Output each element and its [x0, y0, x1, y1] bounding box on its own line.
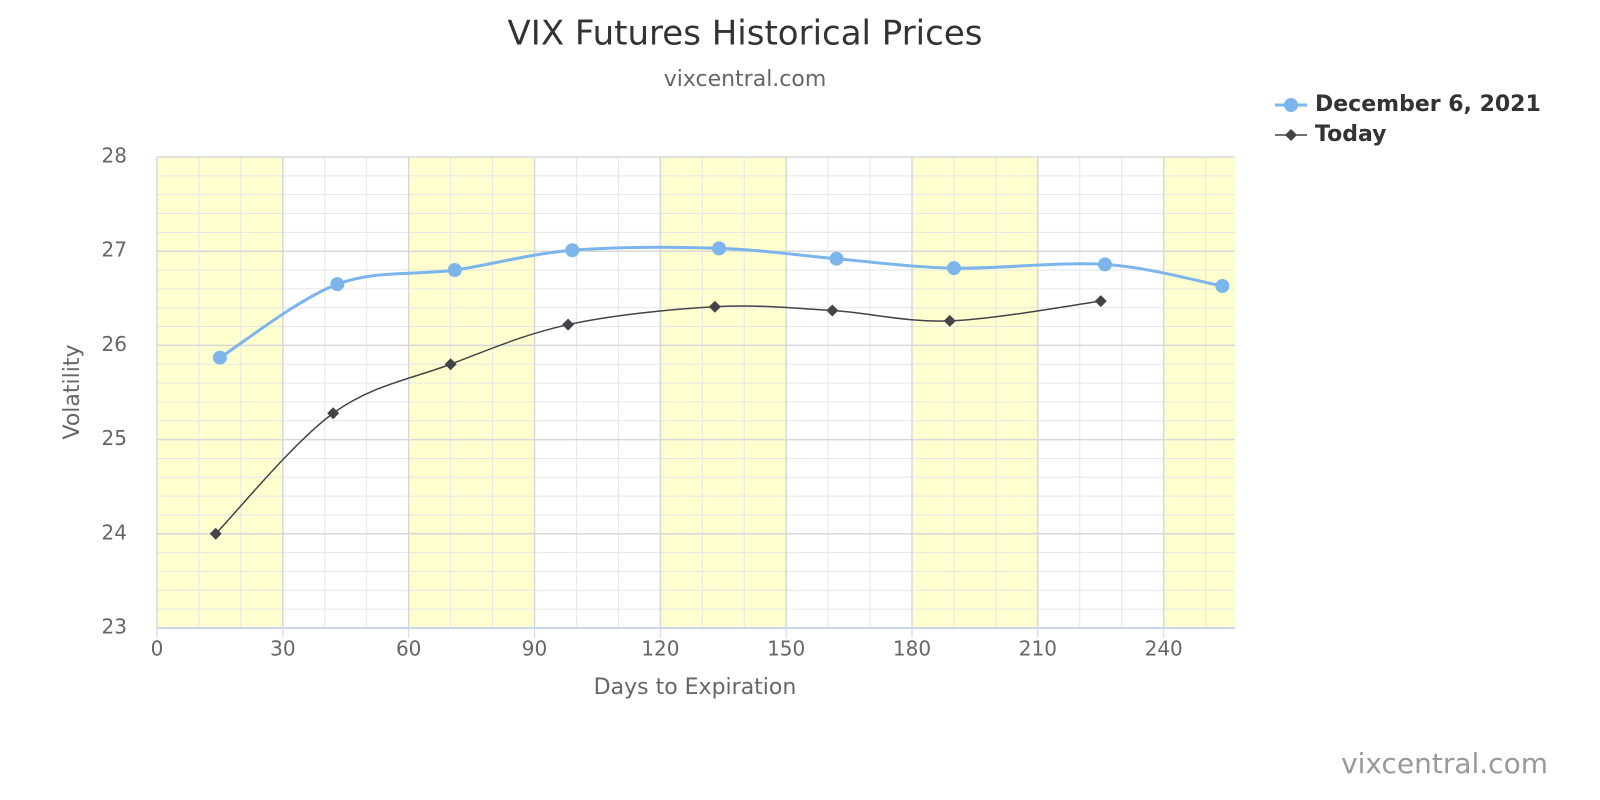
point: [708, 300, 721, 313]
point: [447, 263, 462, 278]
y-tick-label: 27: [102, 238, 127, 262]
x-tick-label: 210: [1019, 637, 1057, 661]
point: [712, 241, 727, 256]
point: [946, 261, 961, 276]
legend-marker: [1284, 98, 1298, 112]
y-tick-label: 24: [102, 520, 127, 544]
point: [943, 314, 956, 327]
legend-label: December 6, 2021: [1315, 92, 1541, 117]
point: [829, 251, 844, 266]
x-tick-label: 90: [522, 637, 547, 661]
point: [565, 243, 580, 258]
x-tick-label: 60: [396, 637, 421, 661]
legend-marker: [1285, 129, 1297, 141]
y-tick-label: 23: [102, 615, 127, 639]
x-tick-label: 180: [893, 637, 931, 661]
point: [330, 277, 345, 292]
chart-subtitle: vixcentral.com: [664, 67, 827, 92]
point: [562, 318, 575, 331]
plot-band: [660, 157, 787, 628]
legend-label: Today: [1315, 122, 1386, 147]
x-tick-label: 150: [767, 637, 805, 661]
y-axis-label: Volatility: [60, 344, 85, 439]
x-tick-label: 30: [270, 637, 295, 661]
point: [444, 358, 457, 371]
plot-band: [408, 157, 535, 628]
plot-band: [1163, 157, 1235, 628]
x-tick-label: 240: [1145, 637, 1183, 661]
point: [212, 350, 227, 365]
point: [826, 304, 839, 317]
chart-title: VIX Futures Historical Prices: [508, 14, 983, 54]
plot-band: [157, 157, 283, 628]
point: [209, 527, 222, 540]
point: [1097, 257, 1112, 272]
watermark: vixcentral.com: [1341, 747, 1548, 780]
y-tick-label: 26: [102, 332, 127, 356]
plot-band: [912, 157, 1038, 628]
x-axis-label: Days to Expiration: [594, 675, 797, 700]
point: [1215, 279, 1230, 294]
y-tick-label: 28: [102, 144, 127, 168]
y-tick-label: 25: [102, 426, 127, 450]
point: [327, 407, 340, 420]
point: [1094, 295, 1107, 308]
x-tick-label: 120: [641, 637, 679, 661]
x-tick-label: 0: [151, 637, 164, 661]
